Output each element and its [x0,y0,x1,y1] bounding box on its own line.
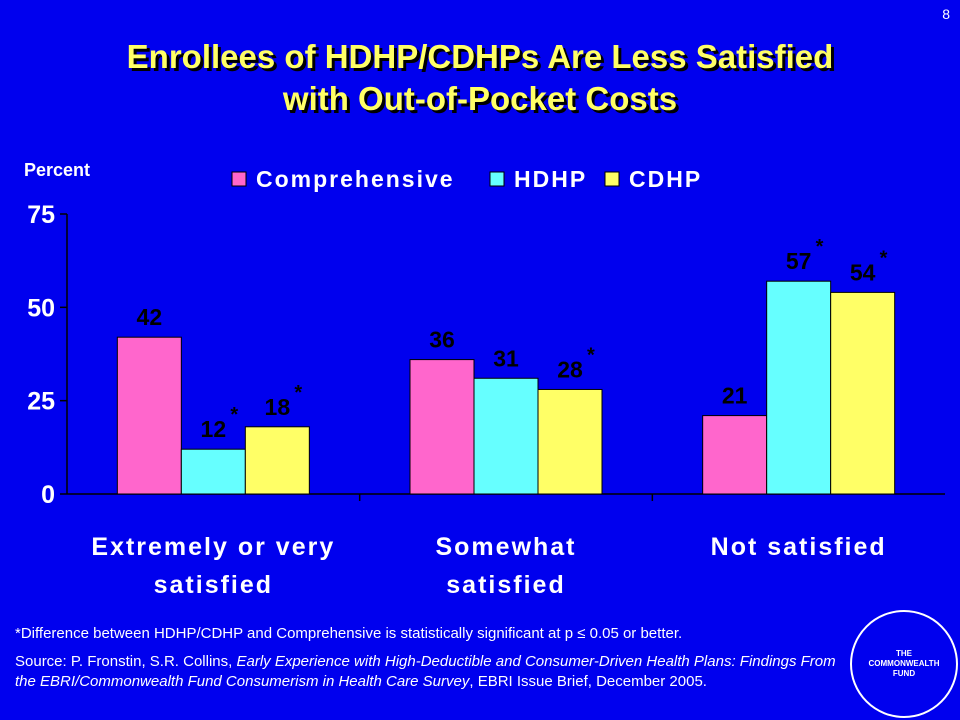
significance-marker-hdhp-1: * [230,404,238,426]
data-label-hdhp-2: 31 [493,345,519,371]
legend-label-3: CDHP [629,166,702,192]
y-tick-label-3: 50 [27,294,55,322]
x-category-label-2-2: satisfied [446,571,565,599]
legend-label-1: Comprehensive [256,166,455,192]
legend-swatch-1 [231,171,247,187]
bar-comprehensive-3 [702,415,768,495]
source-suffix: , EBRI Issue Brief, December 2005. [469,673,707,690]
significance-marker-cdhp-2: * [587,344,595,366]
logo-line-2: COMMONWEALTH [868,659,940,668]
significance-marker-cdhp-1: * [294,382,302,404]
commonwealth-fund-logo: THE COMMONWEALTH FUND [850,610,958,718]
data-label-hdhp-1: 12 [201,416,227,442]
bar-comprehensive-1 [116,336,182,495]
x-category-label-3-1: Not satisfied [711,533,887,561]
bar-cdhp-1 [244,426,310,495]
data-label-comprehensive-3: 21 [722,383,748,409]
title-line-2: with Out-of-Pocket Costs [282,80,678,117]
legend-label-2: HDHP [514,166,587,192]
title-line-1: Enrollees of HDHP/CDHPs Are Less Satisfi… [126,38,834,75]
data-label-cdhp-2: 28 [557,356,583,382]
bar-hdhp-2 [473,377,539,495]
data-label-comprehensive-2: 36 [429,327,455,353]
source-citation: Source: P. Fronstin, S.R. Collins, Early… [15,652,855,692]
y-tick-label-4: 75 [27,201,55,229]
bar-cdhp-3 [830,291,896,495]
source-prefix: Source: P. Fronstin, S.R. Collins, [15,653,237,670]
data-label-cdhp-3: 54 [850,259,876,285]
source-title: Early Experience with High-Deductible an… [15,653,836,690]
footnote: *Difference between HDHP/CDHP and Compre… [15,625,683,642]
x-category-label-2-1: Somewhat [435,533,576,561]
data-label-comprehensive-1: 42 [137,304,163,330]
bar-comprehensive-2 [409,359,475,495]
logo-line-3: FUND [892,669,916,678]
y-axis-label: Percent [24,160,90,180]
x-category-label-1-1: Extremely or very [91,533,335,561]
legend-swatch-3 [604,171,620,187]
bar-cdhp-2 [537,388,603,495]
bar-chart: Percent Comprehensive HDHP CDHP02550754212*… [24,160,945,599]
data-label-cdhp-1: 18 [265,394,291,420]
significance-marker-cdhp-3: * [880,247,888,269]
bar-hdhp-1 [180,448,246,495]
significance-marker-hdhp-3: * [816,236,824,258]
x-category-label-1-2: satisfied [154,571,273,599]
y-tick-label-2: 25 [27,388,55,416]
slide-title: Enrollees of HDHP/CDHPs Are Less Satisfi… [0,36,960,120]
legend-swatch-2 [489,171,505,187]
page-number: 8 [942,6,950,22]
y-tick-label-1: 0 [41,481,55,509]
logo-line-1: THE [895,649,912,658]
bar-hdhp-3 [766,280,832,495]
data-label-hdhp-3: 57 [786,248,812,274]
